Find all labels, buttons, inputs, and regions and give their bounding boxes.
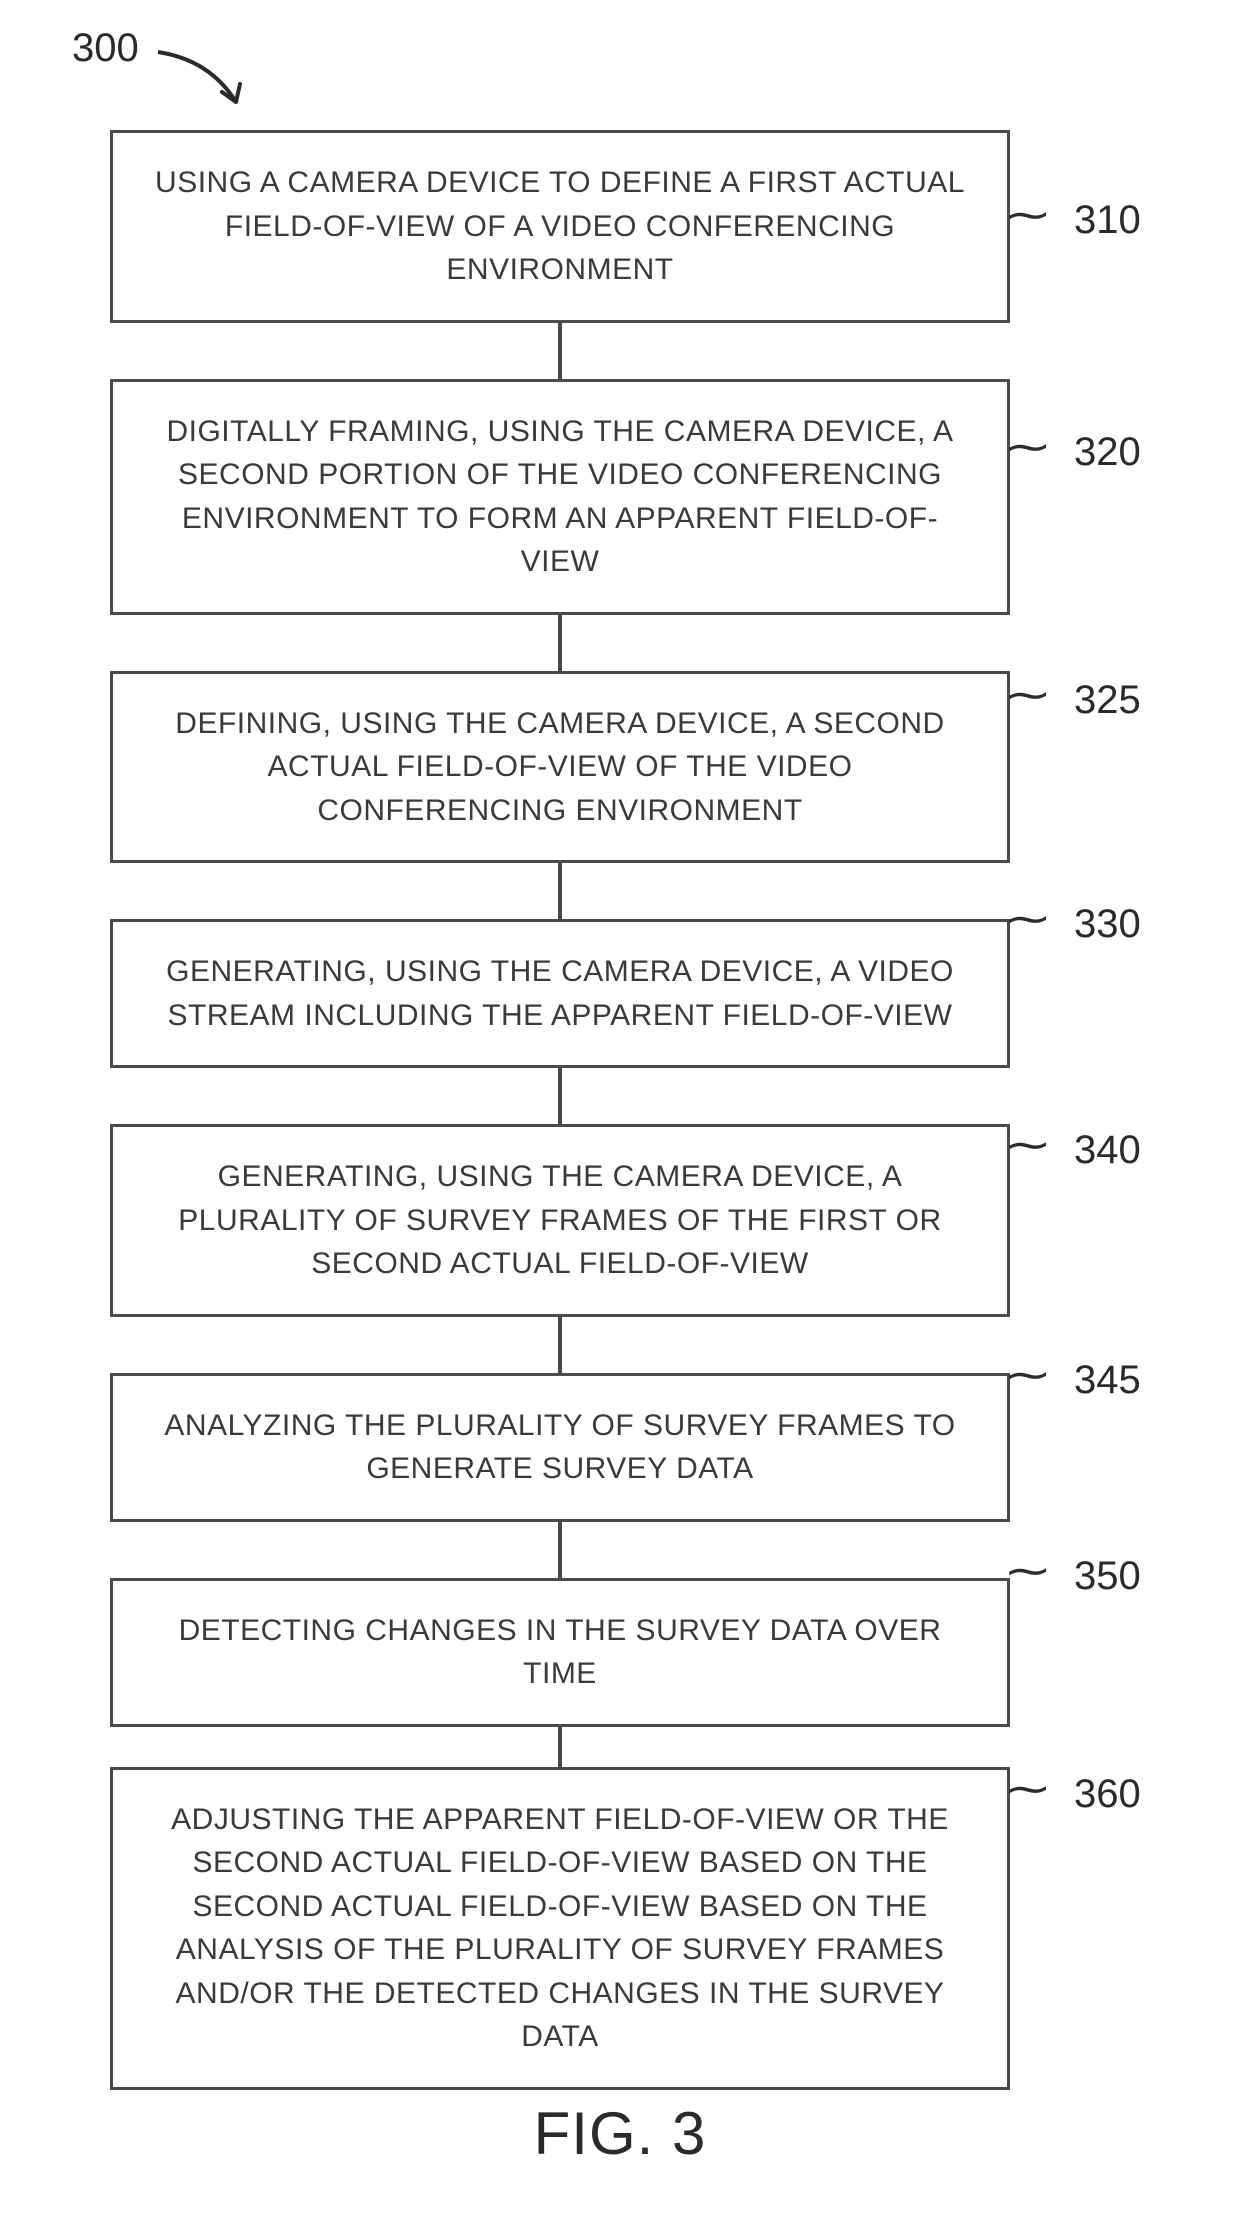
step-box-350: DETECTING CHANGES IN THE SURVEY DATA OVE… — [110, 1578, 1010, 1727]
leader-line-icon: ∼ — [1003, 670, 1052, 719]
ref-330: 330 — [1074, 902, 1141, 947]
leader-line-icon: ∼ — [1003, 1350, 1052, 1399]
leader-line-icon: ∼ — [1003, 422, 1052, 471]
leader-line-icon: ∼ — [1003, 190, 1052, 239]
leader-line-icon: ∼ — [1003, 1546, 1052, 1595]
figure-ref-300: 300 — [72, 26, 139, 71]
flowchart: USING A CAMERA DEVICE TO DEFINE A FIRST … — [110, 130, 1010, 2090]
step-box-360: ADJUSTING THE APPARENT FIELD-OF-VIEW OR … — [110, 1767, 1010, 2090]
connector — [558, 323, 562, 379]
figure-caption: FIG. 3 — [534, 2099, 707, 2168]
step-box-340: GENERATING, USING THE CAMERA DEVICE, A P… — [110, 1124, 1010, 1317]
ref-325: 325 — [1074, 678, 1141, 723]
step-box-330: GENERATING, USING THE CAMERA DEVICE, A V… — [110, 919, 1010, 1068]
connector — [558, 1727, 562, 1767]
ref-350: 350 — [1074, 1554, 1141, 1599]
leader-line-icon: ∼ — [1003, 1120, 1052, 1169]
ref-310: 310 — [1074, 198, 1141, 243]
step-box-325: DEFINING, USING THE CAMERA DEVICE, A SEC… — [110, 671, 1010, 864]
leader-line-icon: ∼ — [1003, 1764, 1052, 1813]
connector — [558, 1522, 562, 1578]
step-box-320: DIGITALLY FRAMING, USING THE CAMERA DEVI… — [110, 379, 1010, 615]
step-box-345: ANALYZING THE PLURALITY OF SURVEY FRAMES… — [110, 1373, 1010, 1522]
ref-320: 320 — [1074, 430, 1141, 475]
leader-line-icon: ∼ — [1003, 894, 1052, 943]
connector — [558, 1317, 562, 1373]
step-box-310: USING A CAMERA DEVICE TO DEFINE A FIRST … — [110, 130, 1010, 323]
connector — [558, 863, 562, 919]
ref-340: 340 — [1074, 1128, 1141, 1173]
pointer-arrow-icon — [150, 40, 260, 130]
ref-360: 360 — [1074, 1772, 1141, 1817]
connector — [558, 1068, 562, 1124]
connector — [558, 615, 562, 671]
ref-345: 345 — [1074, 1358, 1141, 1403]
